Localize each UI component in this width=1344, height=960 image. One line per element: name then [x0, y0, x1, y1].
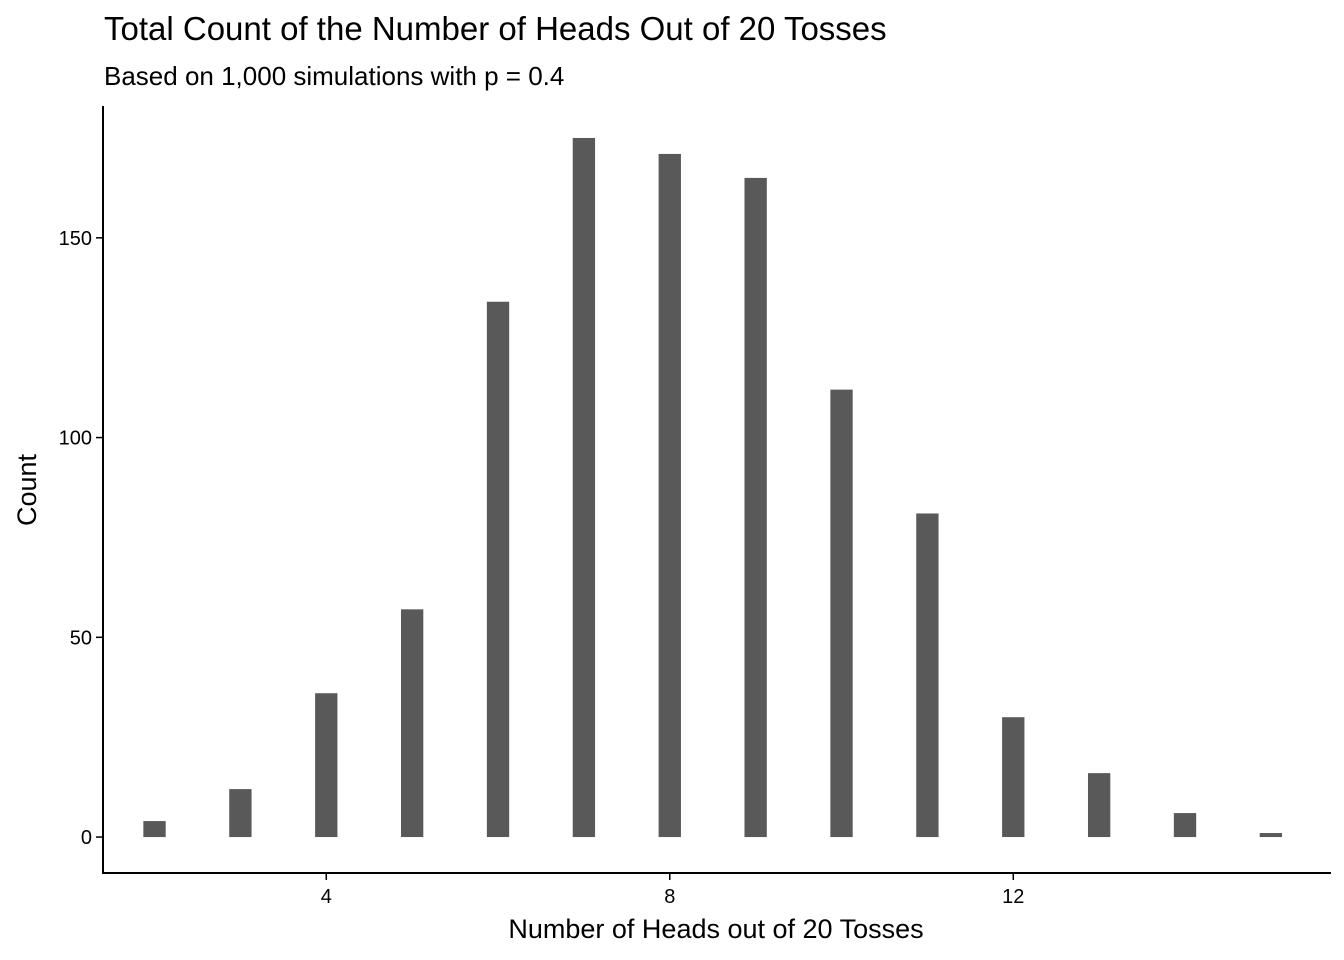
bar-7 [572, 137, 596, 838]
bar-5 [400, 609, 424, 838]
bar-2 [143, 821, 166, 838]
bar-12 [1002, 717, 1025, 838]
chart-subtitle: Based on 1,000 simulations with p = 0.4 [104, 61, 564, 91]
bar-11 [916, 513, 939, 838]
bar-3 [229, 789, 252, 838]
bar-4 [315, 693, 338, 838]
y-tick-label: 100 [59, 428, 92, 450]
y-tick-label: 50 [70, 627, 92, 649]
bar-15 [1259, 833, 1283, 838]
x-tick-label: 4 [321, 886, 332, 908]
y-tick-label: 0 [81, 827, 92, 849]
bars-group [143, 137, 1283, 838]
y-axis-title: Count [12, 453, 42, 526]
x-axis-ticks: 4 8 12 [321, 873, 1024, 908]
bar-13 [1087, 773, 1111, 838]
y-tick-label: 150 [59, 228, 92, 250]
chart-title: Total Count of the Number of Heads Out o… [104, 10, 887, 47]
x-tick-label: 8 [664, 886, 675, 908]
bar-9 [744, 177, 767, 838]
x-axis-title: Number of Heads out of 20 Tosses [508, 914, 923, 944]
bar-6 [486, 301, 510, 838]
y-axis-ticks: 0 50 100 150 [59, 228, 103, 849]
bar-8 [658, 153, 681, 838]
bar-14 [1173, 813, 1197, 838]
bar-10 [830, 389, 853, 838]
x-tick-label: 12 [1002, 886, 1024, 908]
